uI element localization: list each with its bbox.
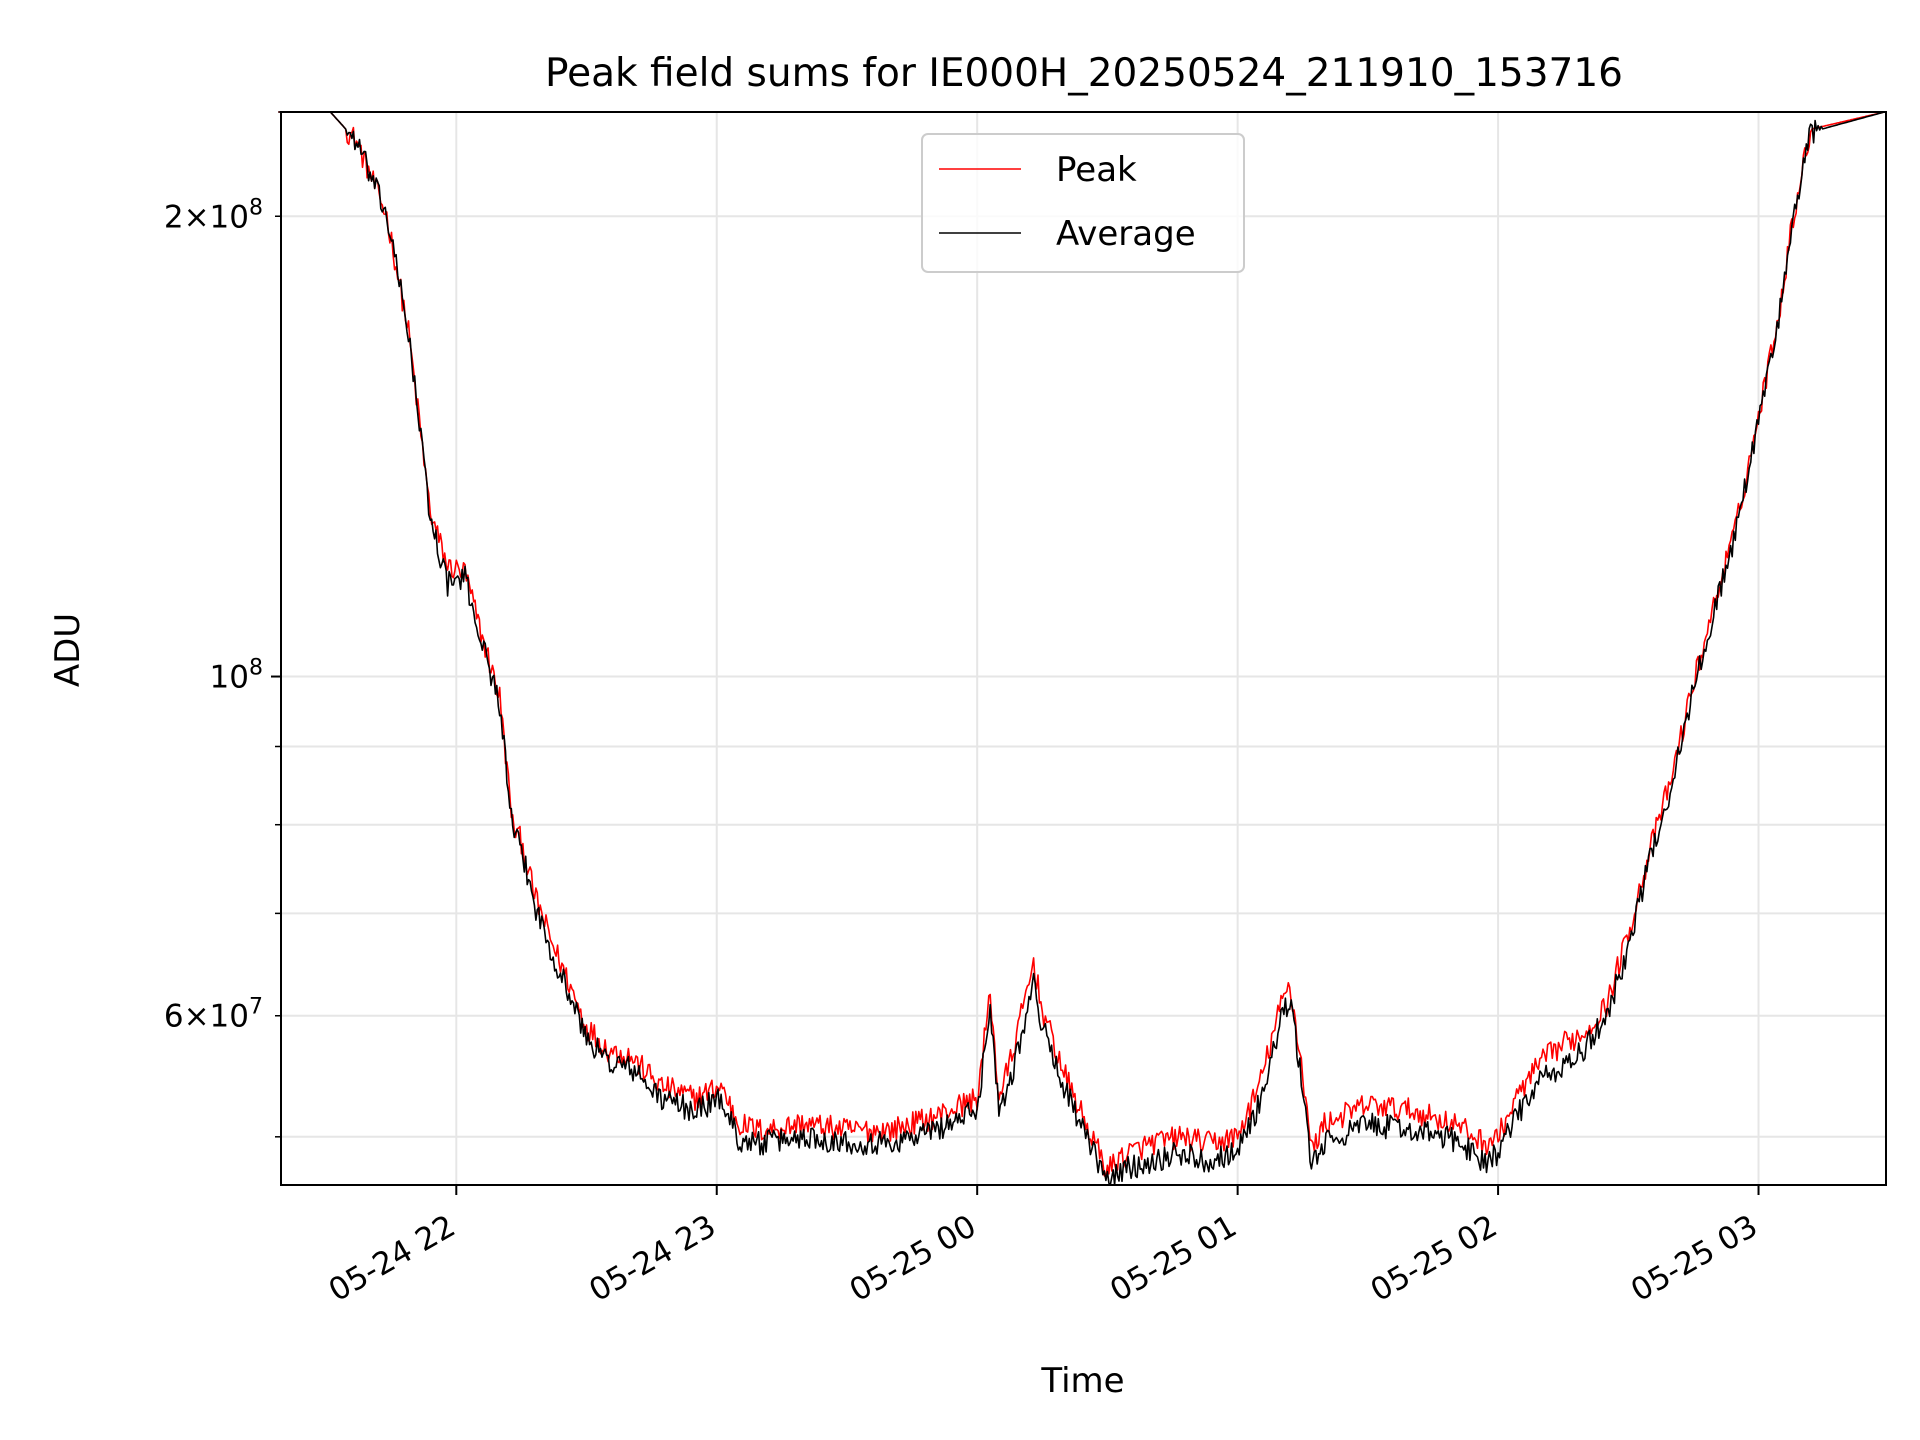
y-tick-label: 2×108	[164, 195, 263, 235]
plot-series	[278, 111, 1885, 1186]
x-axis-label: Time	[1040, 1361, 1124, 1401]
grid	[281, 112, 1886, 1185]
y-axis-label: ADU	[48, 613, 88, 687]
chart-title: Peak field sums for IE000H_20250524_2119…	[545, 51, 1623, 96]
legend: Peak Average	[921, 133, 1245, 273]
series-line-average	[278, 111, 1885, 1186]
legend-label-average: Average	[1056, 214, 1196, 254]
y-tick-label: 6×107	[164, 995, 263, 1035]
plot-frame	[280, 111, 1887, 1186]
legend-label-peak: Peak	[1056, 150, 1137, 190]
y-tick-label: 108	[210, 656, 263, 696]
